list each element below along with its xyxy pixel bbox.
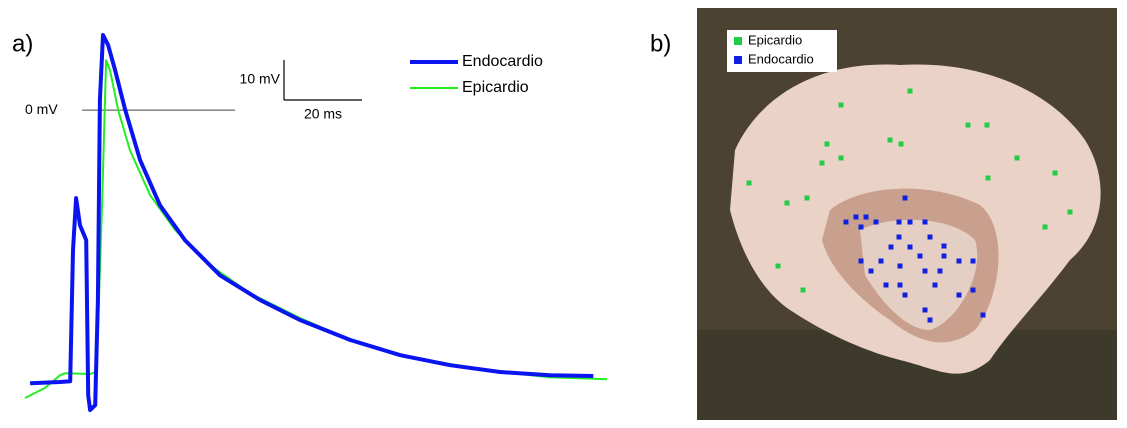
point — [887, 137, 893, 143]
point — [980, 312, 986, 318]
point — [927, 317, 933, 323]
point — [1014, 155, 1020, 161]
point — [853, 214, 859, 220]
photo — [697, 8, 1117, 420]
legend-box — [727, 30, 837, 72]
point — [956, 258, 962, 264]
point — [985, 175, 991, 181]
point — [1052, 170, 1058, 176]
point — [907, 88, 913, 94]
scale-label-y: 10 mV — [240, 71, 281, 87]
point — [922, 219, 928, 225]
point — [868, 268, 874, 274]
point — [858, 224, 864, 230]
point — [965, 122, 971, 128]
point — [896, 219, 902, 225]
point — [784, 200, 790, 206]
point — [902, 195, 908, 201]
point — [1042, 224, 1048, 230]
point — [838, 155, 844, 161]
panel-label: b) — [650, 30, 671, 57]
point — [843, 219, 849, 225]
legend-label: Endocardio — [748, 51, 814, 66]
point — [932, 282, 938, 288]
point — [804, 195, 810, 201]
legend-label: Epicardio — [462, 79, 529, 96]
point — [819, 160, 825, 166]
point — [896, 234, 902, 240]
legend-label: Endocardio — [462, 53, 543, 70]
point — [970, 258, 976, 264]
legend-swatch — [734, 56, 742, 64]
point — [927, 234, 933, 240]
legend-swatch — [734, 37, 742, 45]
point — [902, 292, 908, 298]
point — [956, 292, 962, 298]
point — [937, 268, 943, 274]
point — [873, 219, 879, 225]
point — [838, 102, 844, 108]
point — [984, 122, 990, 128]
point — [922, 307, 928, 313]
scale-label-x: 20 ms — [304, 106, 342, 122]
point — [878, 258, 884, 264]
point — [922, 268, 928, 274]
point — [824, 141, 830, 147]
point — [898, 141, 904, 147]
point — [897, 282, 903, 288]
point — [897, 263, 903, 269]
legend-label: Epicardio — [748, 32, 802, 47]
point — [800, 287, 806, 293]
point — [941, 243, 947, 249]
point — [941, 253, 947, 259]
point — [775, 263, 781, 269]
point — [858, 258, 864, 264]
panel-label: a) — [12, 30, 33, 57]
point — [907, 219, 913, 225]
point — [1067, 209, 1073, 215]
point — [907, 244, 913, 250]
point — [917, 253, 923, 259]
zero-label: 0 mV — [25, 101, 58, 117]
point — [746, 180, 752, 186]
point — [970, 287, 976, 293]
point — [883, 282, 889, 288]
point — [863, 214, 869, 220]
point — [888, 244, 894, 250]
trace — [30, 33, 594, 412]
